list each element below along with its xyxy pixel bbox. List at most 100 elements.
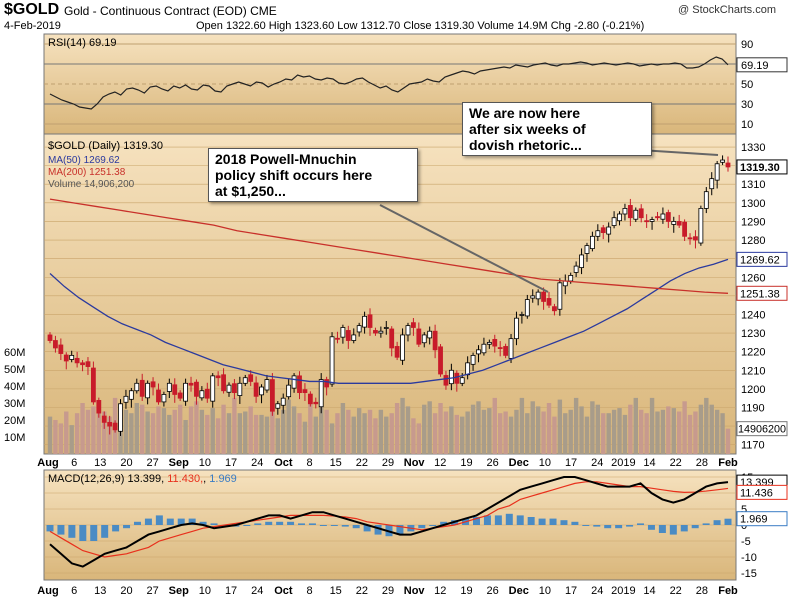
x-axis-label: 17 — [565, 585, 577, 597]
candle-body — [470, 354, 476, 365]
macd-histogram-bar — [396, 525, 404, 535]
volume-bar — [541, 411, 546, 454]
candle-body — [139, 379, 145, 397]
price-tick-label: 1220 — [741, 347, 765, 359]
ma200-tag-box — [736, 285, 788, 301]
candle-body — [291, 375, 297, 389]
volume-bar — [226, 413, 232, 454]
volume-bar — [427, 401, 432, 454]
volume-bar — [286, 399, 291, 454]
candle-body — [156, 389, 161, 403]
volume-bar — [611, 409, 617, 454]
macd-label: MACD(12,26,9) 13.399, 11.430,, 1.969 — [48, 473, 237, 485]
candle-body — [411, 322, 416, 328]
candle-body — [383, 327, 389, 329]
candle-body — [286, 384, 292, 398]
candle-body — [400, 334, 405, 361]
volume-bar — [465, 411, 470, 454]
x-axis-label: 15 — [330, 457, 342, 469]
chart-header: $GOLD Gold - Continuous Contract (EOD) C… — [0, 0, 788, 36]
volume-bar — [64, 411, 69, 454]
x-axis-label: 19 — [460, 585, 472, 597]
volume-bar — [199, 409, 205, 454]
volume-bar — [243, 411, 248, 454]
candle-body — [492, 338, 498, 347]
x-axis-label: 12 — [434, 585, 446, 597]
candle-body — [128, 390, 134, 400]
candle-body — [183, 382, 189, 402]
candle-body — [101, 415, 107, 423]
candle-body — [280, 397, 286, 406]
volume-bar — [281, 409, 286, 454]
signal-line — [49, 481, 729, 558]
volume-bar — [628, 404, 633, 454]
price-tick-label: 1330 — [741, 142, 765, 154]
macd-histogram-bar — [90, 525, 98, 541]
macd-histogram-bar — [418, 525, 426, 529]
volume-bar — [519, 397, 525, 454]
volume-bar — [264, 416, 270, 454]
volume-bars — [46, 397, 732, 541]
macd-histogram-bar — [658, 525, 666, 533]
x-axis-label: 2019 — [611, 585, 635, 597]
candle-body — [166, 382, 172, 392]
macd-line — [49, 476, 729, 568]
x-axis-label: Feb — [718, 457, 738, 469]
volume-bar — [530, 401, 535, 454]
price-tick-label: 1300 — [741, 198, 765, 210]
macd-histogram-bar — [582, 525, 590, 526]
x-axis-label: 10 — [539, 585, 551, 597]
macd-histogram-bar — [626, 525, 634, 527]
close-price-tag: 1319.30 — [740, 162, 780, 174]
candle-body — [340, 327, 346, 338]
candle-body — [579, 254, 584, 268]
x-axis-label: 22 — [356, 585, 368, 597]
candle-body — [394, 346, 400, 358]
x-axis-label: Feb — [718, 585, 738, 597]
candle-body — [80, 362, 85, 366]
x-axis-label: 14 — [643, 585, 655, 597]
x-axis-label: 8 — [306, 457, 312, 469]
macd-tick-label: 5 — [741, 504, 747, 516]
volume-tick-label: 10M — [4, 432, 25, 444]
macd-histogram-bar — [254, 523, 262, 525]
candle-body — [584, 245, 590, 254]
volume-bar — [644, 413, 649, 454]
volume-tick-label: 20M — [4, 415, 25, 427]
price-candles — [47, 155, 731, 436]
volume-bar — [85, 409, 91, 454]
candle-body — [264, 379, 270, 391]
candle-body — [638, 208, 644, 219]
macd-histogram-bar — [298, 523, 306, 525]
candle-body — [373, 330, 378, 334]
macd-histogram-bar — [538, 518, 546, 525]
annotation-line: policy shift occurs here — [215, 167, 373, 183]
macd-histogram-bar — [691, 525, 699, 529]
candle-body — [606, 226, 612, 235]
candle-body — [481, 343, 487, 354]
volume-bar — [210, 408, 215, 454]
volume-bar — [487, 408, 492, 454]
volume-bar — [400, 397, 405, 454]
candle-body — [416, 328, 422, 345]
macd-histogram-bar — [177, 518, 185, 525]
volume-tick-label: 30M — [4, 398, 25, 410]
volume-bar — [172, 409, 177, 454]
macd-histogram-bar — [363, 525, 371, 532]
volume-bar — [714, 409, 720, 454]
candle-body — [259, 386, 264, 396]
volume-bar — [460, 416, 465, 454]
x-axis-label: 8 — [306, 585, 312, 597]
candle-body — [432, 330, 438, 351]
candle-body — [248, 374, 254, 382]
candle-body — [74, 357, 80, 364]
x-axis-label: 17 — [225, 457, 237, 469]
volume-bar — [590, 401, 595, 454]
candle-body — [617, 213, 622, 222]
macd-histogram-bar — [79, 525, 87, 541]
candle-body — [698, 208, 704, 244]
rsi-tick-label: 30 — [741, 99, 753, 111]
volume-bar — [573, 397, 579, 454]
x-axis-label: 10 — [539, 457, 551, 469]
volume-bar — [161, 408, 167, 454]
